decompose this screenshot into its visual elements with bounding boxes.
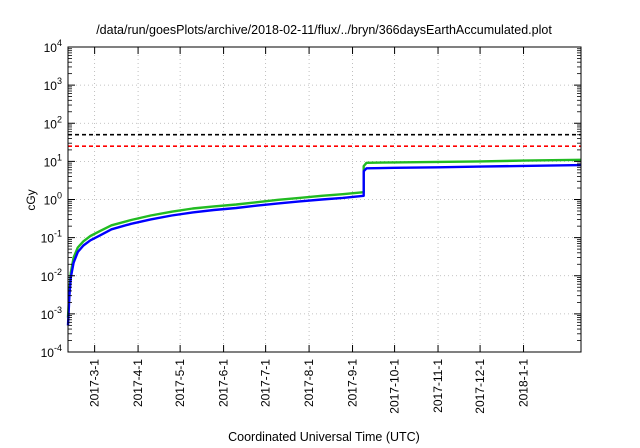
x-tick-label: 2017-8-1 [302,359,316,407]
y-tick-label: 104 [44,38,62,55]
y-tick-exponent: 4 [57,38,62,48]
x-axis-ticks: 2017-3-1 2017-4-1 2017-5-1 2017-6-1 2017-7-1… [88,47,531,414]
reference-lines [68,133,581,148]
y-tick-exponent: -4 [54,343,62,353]
y-tick-label: 103 [44,76,62,93]
x-tick-label: 2017-9-1 [346,359,360,407]
x-tick-label: 2017-7-1 [259,359,273,407]
chart-title: /data/run/goesPlots/archive/2018-02-11/f… [96,23,552,37]
y-tick-exponent: 0 [57,191,62,201]
x-tick-label: 2017-12-1 [473,359,487,414]
data-series-line-1 [66,158,582,318]
y-tick-label: 10-1 [41,229,62,246]
y-tick-label: 10-2 [41,267,62,284]
x-tick-label: 2018-1-1 [517,359,531,407]
x-tick-label: 2017-6-1 [217,359,231,407]
series-group [66,158,582,326]
x-tick-label: 2017-11-1 [431,359,445,413]
y-tick-label: 102 [44,114,62,131]
y-axis-label: cGy [24,189,38,210]
y-tick-exponent: -3 [54,305,62,315]
x-tick-label: 2017-3-1 [88,359,102,407]
y-tick-label: 10-4 [41,343,62,360]
x-axis-label: Coordinated Universal Time (UTC) [228,430,420,444]
y-tick-exponent: 2 [57,114,62,124]
y-tick-exponent: -2 [54,267,62,277]
x-tick-label: 2017-5-1 [173,359,187,407]
x-tick-label: 2017-4-1 [131,359,145,407]
y-tick-label: 101 [44,152,62,169]
data-series-line-2 [66,163,582,326]
y-tick-label: 100 [44,191,62,208]
x-tick-label: 2017-10-1 [388,359,402,414]
y-tick-label: 10-3 [41,305,62,322]
y-tick-exponent: -1 [54,229,62,239]
y-tick-exponent: 1 [57,152,62,162]
y-tick-exponent: 3 [57,76,62,86]
